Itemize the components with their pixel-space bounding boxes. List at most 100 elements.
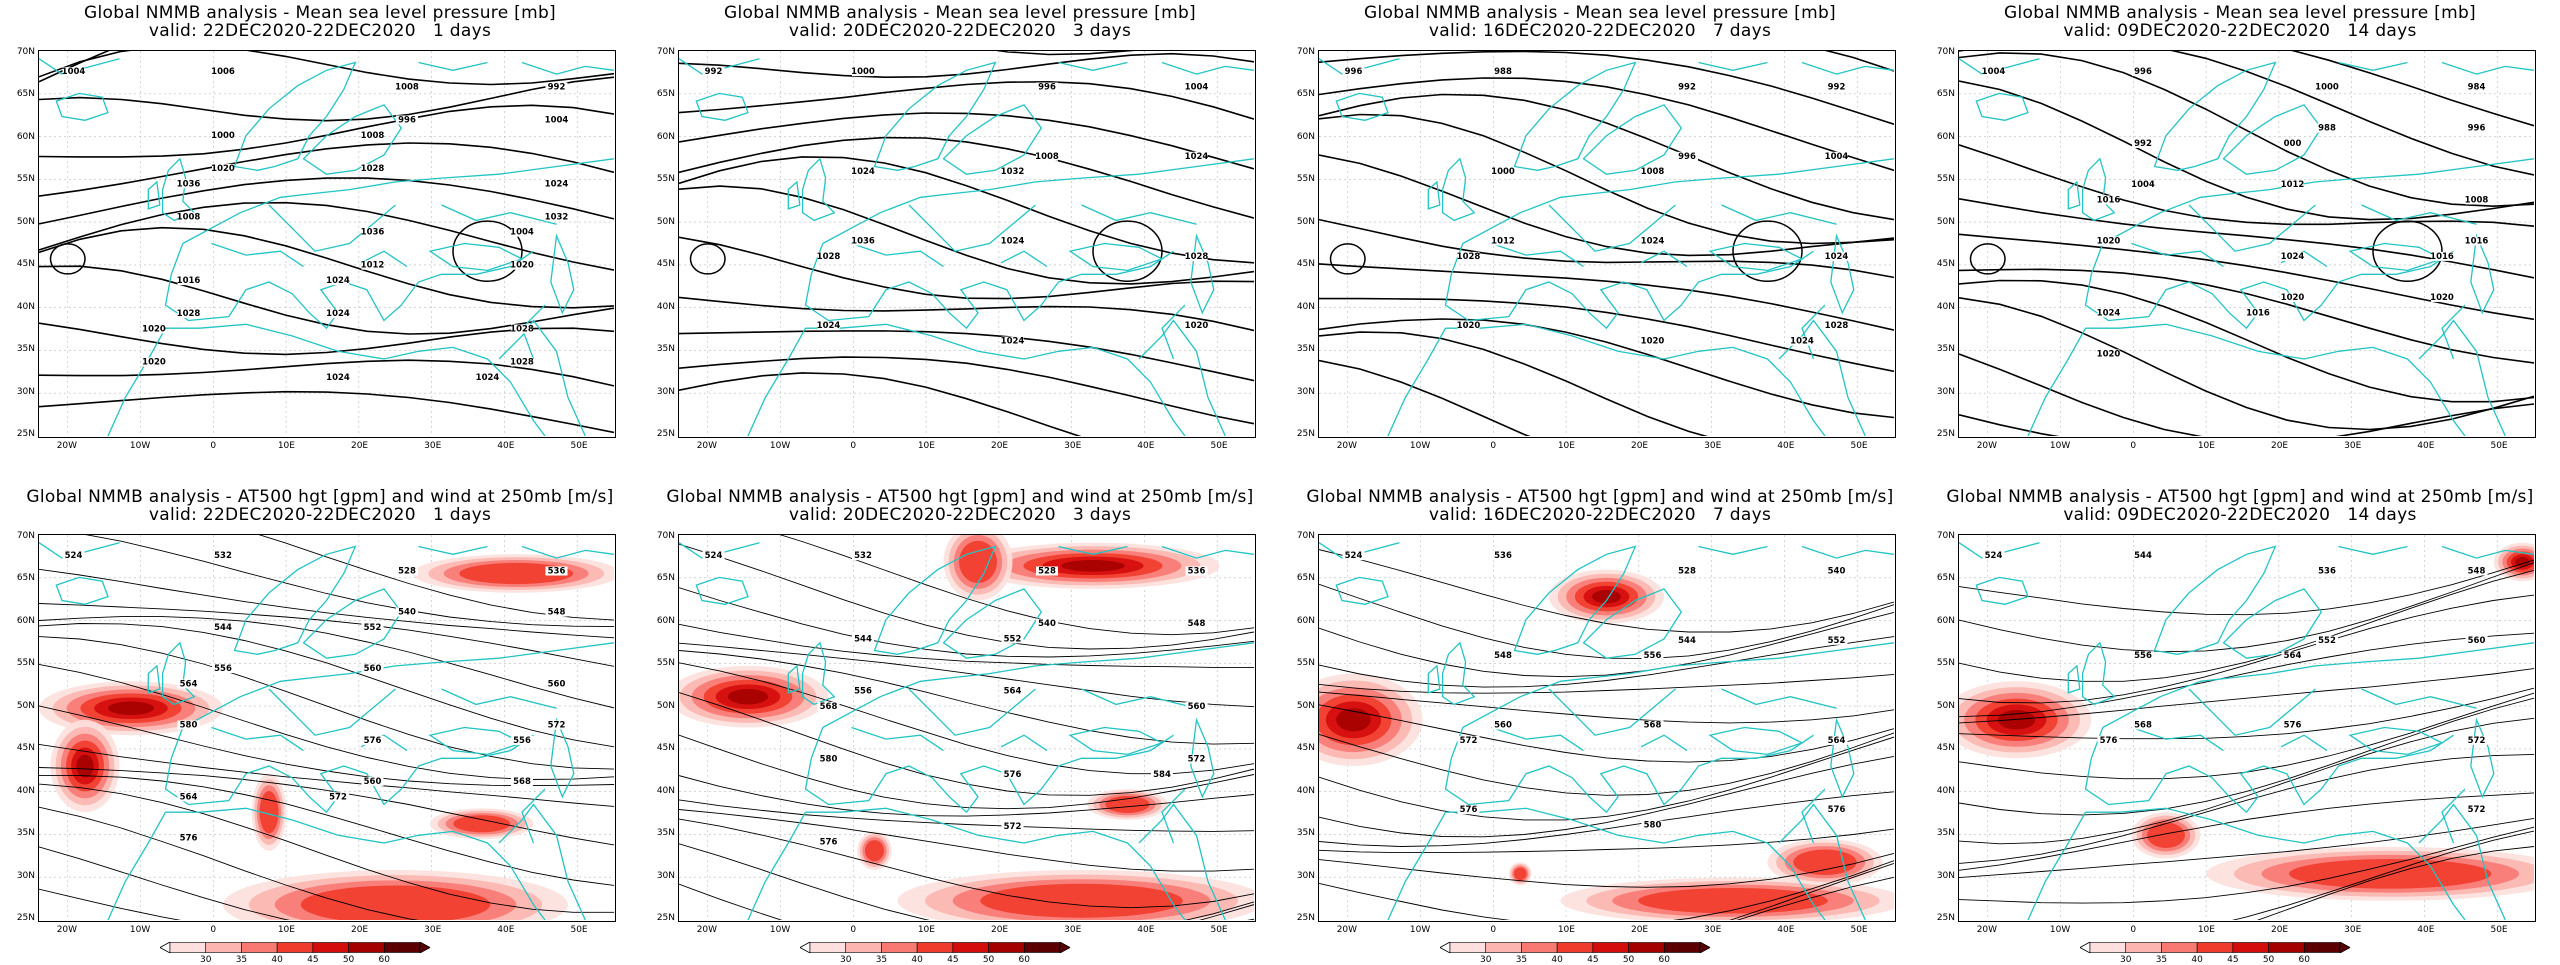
lon-tick-label: 30E <box>1704 441 1722 451</box>
contour-label-bg <box>2465 735 2488 745</box>
height-wind-panel: Global NMMB analysis - AT500 hgt [gpm] a… <box>640 484 1280 965</box>
coastline <box>801 157 836 222</box>
pressure-center <box>1329 243 1366 275</box>
lon-tick-label: 10W <box>769 925 791 935</box>
isobar <box>39 76 615 122</box>
contour-label-bg <box>327 792 349 802</box>
jet-shading <box>679 535 1255 921</box>
contour-label-bg <box>1036 82 1058 92</box>
contour-label: 528 <box>1678 567 1696 577</box>
contour-label-bg <box>1825 321 1848 331</box>
isobar <box>1319 93 1895 221</box>
contours <box>39 51 615 434</box>
contour-label-bg <box>817 754 840 764</box>
colorbar-segment <box>2161 942 2198 953</box>
contour-label-bg <box>511 260 533 270</box>
contour-label: 552 <box>1828 636 1846 646</box>
height-contour <box>1959 562 2535 653</box>
jet-blob <box>1513 867 1527 881</box>
pressure-panel: Global NMMB analysis - Mean sea level pr… <box>640 0 1280 480</box>
lon-tick-label: 20E <box>2270 441 2289 451</box>
coastline <box>2348 726 2444 756</box>
contour-label-bg <box>1185 702 1208 712</box>
coastline <box>55 92 109 121</box>
coastline <box>302 104 403 175</box>
contour-label: 552 <box>364 623 382 633</box>
contour-label: 1024 <box>1790 337 1814 347</box>
contour-label: 560 <box>2468 636 2486 646</box>
contour-labels: 524 528 536 540 544 548 552 556 560 564 568 572 576 5… <box>1342 551 1848 831</box>
lat-tick-label: 50N <box>1936 216 1955 227</box>
colorbar-tick-label: 30 <box>1479 955 1492 965</box>
coastline <box>441 688 557 709</box>
lat-tick-label: 35N <box>1936 344 1955 355</box>
contour-label-bg <box>2465 236 2488 246</box>
contour-label: 564 <box>180 679 198 689</box>
colorbar-tick-label: 45 <box>947 955 959 965</box>
contour-label: 1016 <box>2465 237 2489 247</box>
colorbar-segment <box>205 942 242 953</box>
colorbar-tick-label: 60 <box>2298 955 2310 965</box>
panel-valid-range: valid: 20DEC2020-22DEC2020 3 days <box>788 21 1132 41</box>
contour-label: 1024 <box>1825 252 1849 262</box>
pressure-center <box>1969 243 2006 275</box>
contour-label: 988 <box>2318 124 2336 134</box>
colorbar-arrow-high <box>419 942 430 953</box>
height-contour <box>39 775 615 886</box>
colorbar-tick-label: 60 <box>1658 955 1670 965</box>
height-contour <box>39 767 615 846</box>
contour-label-bg <box>177 276 200 286</box>
contour-label: 580 <box>180 721 198 731</box>
contour-label-bg <box>511 776 533 786</box>
coastline <box>2081 641 2116 706</box>
coastline <box>1491 242 1584 268</box>
height-contour <box>679 587 1255 658</box>
lon-tick-label: 0 <box>850 925 857 935</box>
lat-tick-label: 60N <box>16 615 35 626</box>
coastline <box>147 180 161 210</box>
height-contour <box>679 692 1255 796</box>
contour-label: 1006 <box>211 67 235 77</box>
lat-tick-label: 55N <box>16 174 35 185</box>
lat-tick-label: 50N <box>1296 216 1315 227</box>
contour-label-bg <box>396 115 418 125</box>
coastline <box>2222 588 2323 659</box>
height-contour <box>1319 636 1895 688</box>
colorbar-arrow-low <box>160 942 171 953</box>
contour-label: 1008 <box>2465 195 2489 205</box>
lon-tick-label: 40E <box>2417 441 2435 451</box>
lat-tick-label: 65N <box>16 573 35 584</box>
contour-label-bg <box>2097 195 2120 205</box>
contour-label-bg <box>2316 123 2338 133</box>
contour-label-bg <box>62 67 85 77</box>
jet-blob <box>453 815 511 833</box>
colorbar-segment <box>2268 942 2305 953</box>
contour-label: 992 <box>1678 83 1696 93</box>
lat-tick-label: 35N <box>1296 828 1315 839</box>
lat-tick-label: 50N <box>16 216 35 227</box>
contour-label: 548 <box>1494 651 1512 661</box>
contour-label-bg <box>1982 67 2005 77</box>
coastline <box>2361 688 2477 709</box>
contour-label-bg <box>2247 308 2269 318</box>
coastline <box>2441 788 2466 844</box>
coastline <box>165 807 546 921</box>
isobar <box>39 51 110 83</box>
jet-blob <box>980 883 1183 918</box>
contour-label: 1004 <box>510 228 534 238</box>
lat-tick-label: 65N <box>1936 573 1955 584</box>
height-contour <box>1726 862 1895 921</box>
coastline <box>2027 327 2087 437</box>
lon-tick-label: 30E <box>1064 441 1082 451</box>
contour-label-bg <box>511 324 533 334</box>
lat-tick-label: 45N <box>1296 743 1315 754</box>
contour-label: 564 <box>180 792 198 802</box>
lat-tick-label: 70N <box>16 531 35 541</box>
contour-labels: 1004 1000 996 984 988 992 996 000 1004 1008 1012 10… <box>1982 67 2489 359</box>
height-contour <box>85 535 615 628</box>
isobar <box>679 156 1255 264</box>
lat-tick-label: 65N <box>656 89 675 100</box>
height-contour <box>679 734 1255 810</box>
lat-tick-label: 50N <box>656 700 675 711</box>
isobar <box>39 390 615 434</box>
